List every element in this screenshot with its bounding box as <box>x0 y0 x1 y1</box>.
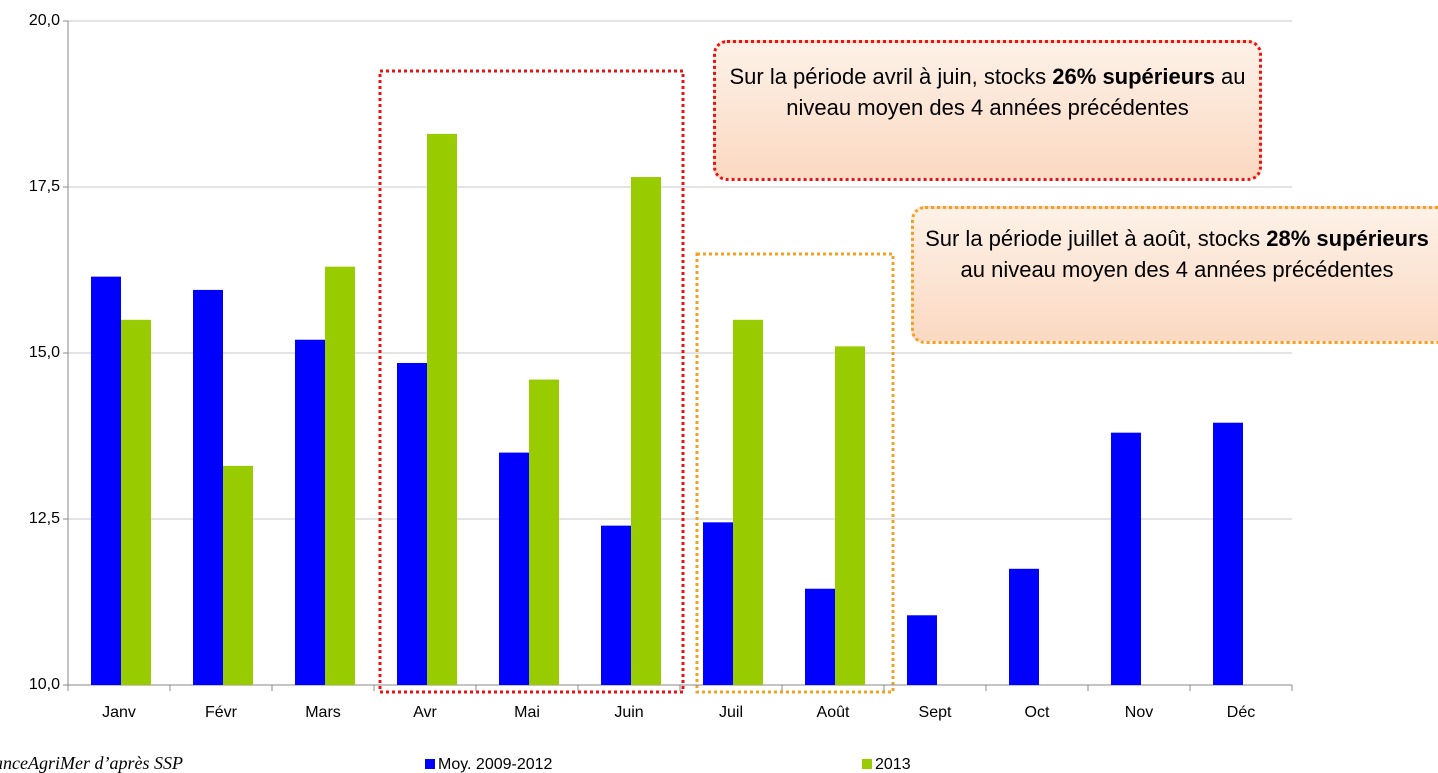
x-tick-label: Févr <box>205 704 238 721</box>
x-tick-label: Janv <box>102 704 136 721</box>
legend-label: Moy. 2009-2012 <box>438 756 553 773</box>
bar <box>91 276 121 685</box>
bar <box>223 465 253 685</box>
bar <box>529 379 559 685</box>
x-tick-label: Mai <box>514 704 540 721</box>
y-tick-label: 17,5 <box>29 178 60 195</box>
legend-swatch <box>862 759 872 769</box>
bar <box>601 525 631 685</box>
x-tick-label: Mars <box>305 704 341 721</box>
source: anceAgriMer d’après SSP <box>0 753 183 773</box>
bar <box>1213 422 1243 685</box>
x-tick-label: Nov <box>1125 704 1153 721</box>
y-tick-label: 12,5 <box>29 510 60 527</box>
annotation-text: au niveau moyen des 4 années précédentes <box>786 64 1246 120</box>
annotation-text: Sur la période avril à juin, stocks <box>729 64 1053 89</box>
bar <box>805 588 835 685</box>
x-tick-label: Déc <box>1227 704 1255 721</box>
bar <box>499 452 529 685</box>
bar <box>703 522 733 685</box>
annotation-text: au niveau moyen des 4 années précédentes <box>960 257 1394 282</box>
y-tick-label: 15,0 <box>29 344 60 361</box>
bar <box>835 346 865 685</box>
legend-label: 2013 <box>875 756 911 773</box>
bar <box>733 319 763 685</box>
y-tick-label: 20,0 <box>29 12 60 29</box>
bar <box>121 319 151 685</box>
annotation-text: 26% supérieurs <box>1052 64 1215 89</box>
annotation: Sur la période juillet à août, stocks 28… <box>911 206 1438 344</box>
x-tick-label: Juin <box>614 704 643 721</box>
bar <box>295 339 325 685</box>
bar <box>1009 568 1039 685</box>
annotation-text: Sur la période juillet à août, stocks <box>925 226 1267 251</box>
x-tick-label: Août <box>817 704 850 721</box>
x-tick-label: Sept <box>919 704 952 721</box>
highlight-box <box>378 69 685 694</box>
bar <box>397 362 427 685</box>
annotation: Sur la période avril à juin, stocks 26% … <box>713 40 1262 181</box>
bar <box>193 289 223 685</box>
x-tick-label: Oct <box>1025 704 1050 721</box>
bar <box>325 266 355 685</box>
x-tick-label: Juil <box>719 704 743 721</box>
y-tick-label: 10,0 <box>29 676 60 693</box>
annotation-text: 28% supérieurs <box>1266 226 1429 251</box>
highlight-box <box>695 252 895 694</box>
bar <box>907 615 937 685</box>
legend-swatch <box>425 759 435 769</box>
bar <box>1111 432 1141 685</box>
bar <box>631 177 661 686</box>
bar <box>427 133 457 685</box>
x-tick-label: Avr <box>413 704 437 721</box>
